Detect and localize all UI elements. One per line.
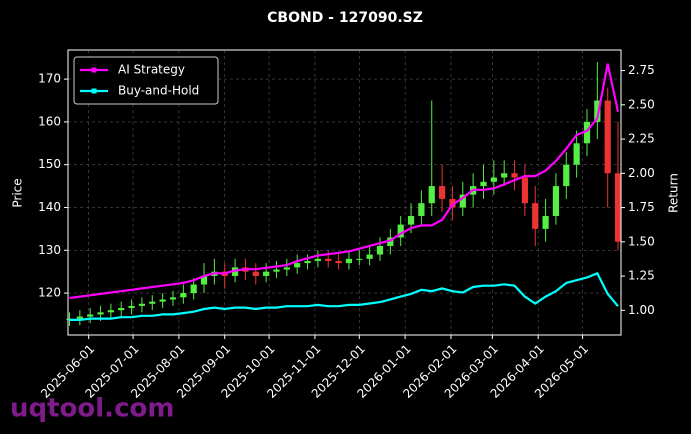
candle-body (438, 186, 446, 199)
candle-body (87, 314, 94, 317)
candle-body (118, 308, 125, 311)
candle-body (283, 267, 290, 270)
legend-box (73, 56, 219, 105)
candle-body (532, 203, 539, 229)
candle-body (583, 121, 591, 144)
candle-body (542, 216, 549, 229)
legend-label: AI Strategy (118, 63, 185, 77)
y-tick-label: 140 (38, 200, 61, 214)
candle-body (200, 275, 208, 285)
candle-body (314, 258, 321, 261)
line-series (69, 271, 619, 321)
y2-tick-label: 1.50 (628, 234, 655, 248)
y-tick-label: 160 (38, 114, 61, 128)
legend-label: Buy-and-Hold (118, 84, 199, 98)
candle-body (449, 198, 456, 208)
candle-body (149, 301, 156, 304)
candle-body (376, 245, 384, 255)
candle-body (138, 303, 146, 306)
candle-body (190, 284, 197, 294)
y-tick-label: 170 (38, 72, 61, 86)
candle-body (428, 186, 435, 204)
candle-body (180, 293, 187, 298)
candle-body (594, 100, 601, 122)
candle-body (169, 297, 177, 300)
candle-body (387, 237, 394, 246)
y-tick-label: 130 (38, 243, 61, 257)
candle-body (563, 164, 570, 187)
candle-body (521, 177, 528, 204)
candle-body (418, 203, 425, 217)
candle-body (480, 181, 487, 187)
candle-body (128, 305, 135, 309)
candle-body (107, 310, 114, 313)
y-axis-label: Price (11, 178, 25, 207)
plot-frame (67, 49, 622, 336)
candle-body (573, 143, 580, 165)
legend-marker (91, 67, 97, 73)
candle-body (273, 269, 280, 272)
line-series (69, 63, 620, 300)
y2-tick-label: 1.00 (628, 303, 655, 317)
y2-tick-label: 2.25 (628, 132, 655, 146)
candle-body (604, 100, 611, 174)
candle-body (97, 312, 104, 315)
y2-tick-label: 2.00 (628, 166, 655, 180)
candle-body (325, 258, 332, 261)
y-tick-label: 150 (38, 157, 61, 171)
chart-title: CBOND - 127090.SZ (267, 10, 423, 26)
candle-body (366, 254, 373, 259)
candle-body (511, 173, 518, 178)
y2-tick-label: 1.75 (628, 200, 655, 214)
y-tick-label: 120 (38, 286, 61, 300)
candle-body (397, 224, 404, 238)
candle-body (552, 186, 560, 217)
candle-body (252, 271, 259, 276)
candle-body (76, 316, 83, 319)
candle-body (501, 173, 508, 178)
candle-body (294, 263, 301, 268)
candle-body (407, 216, 415, 225)
y2-tick-label: 2.50 (628, 97, 655, 111)
candle-body (459, 194, 466, 208)
candle-body (304, 260, 311, 264)
candle-body (614, 173, 622, 242)
legend-marker (91, 88, 97, 94)
candle-body (490, 177, 497, 182)
candle-body (356, 258, 363, 260)
y2-axis-label: Return (667, 173, 681, 213)
candle-body (263, 271, 270, 276)
candle-body (159, 299, 166, 302)
y2-tick-label: 1.25 (628, 269, 655, 283)
candle-body (345, 258, 353, 264)
candle-body (66, 318, 73, 320)
watermark: uqtool.com (10, 394, 174, 424)
candle-body (335, 260, 342, 264)
y2-tick-label: 2.75 (628, 63, 655, 77)
